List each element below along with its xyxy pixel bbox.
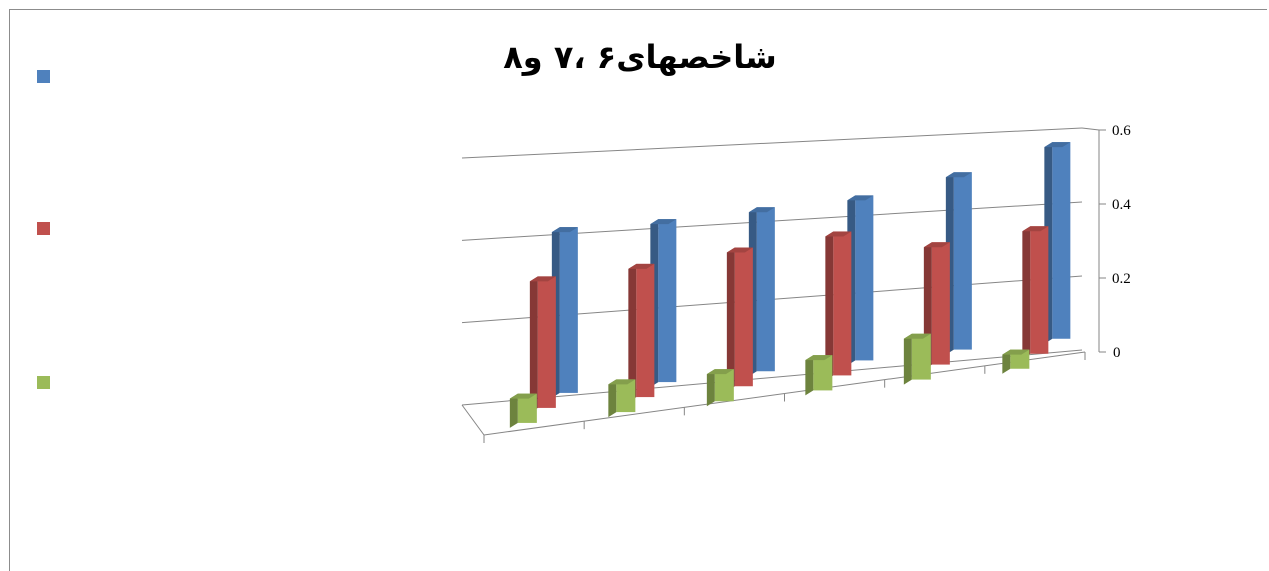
- bar: [608, 379, 636, 418]
- bar-face: [517, 393, 537, 423]
- bar: [805, 355, 833, 396]
- y-axis-ticks: 0 0.2 0.4 0.6: [1099, 123, 1131, 361]
- bar-top: [1044, 142, 1071, 148]
- bar-side: [805, 355, 814, 396]
- bar-top: [628, 263, 655, 269]
- bar-side: [726, 247, 735, 392]
- bar-face: [734, 247, 753, 387]
- legend-swatch-series-1: [37, 70, 50, 83]
- bar-side: [628, 263, 637, 403]
- bar-top: [1022, 226, 1049, 232]
- legend-swatch-series-2: [37, 222, 50, 235]
- chart-title: شاخصهای۶ ،۷ و۸: [503, 38, 777, 76]
- bar-side: [509, 393, 518, 428]
- gridline: [461, 349, 1083, 406]
- gridline: [461, 127, 1083, 159]
- bar: [628, 263, 655, 403]
- bar-top: [608, 379, 636, 385]
- bar-face: [931, 242, 950, 365]
- bar-top: [903, 333, 931, 339]
- bar-face: [813, 355, 833, 391]
- bar-top: [1002, 349, 1030, 355]
- bar-face: [559, 227, 578, 393]
- bar: [529, 276, 556, 413]
- bar-face: [756, 207, 775, 372]
- bar-face: [714, 369, 734, 402]
- bar-top: [825, 231, 852, 237]
- bar-side: [529, 276, 538, 413]
- bar-side: [706, 369, 715, 407]
- bar: [903, 333, 931, 385]
- bar-face: [1030, 226, 1049, 354]
- legend-swatch-series-3: [37, 376, 50, 389]
- bar-top: [923, 242, 950, 248]
- chart-frame: [9, 9, 1267, 571]
- bar-top: [650, 219, 677, 225]
- y-tick-label: 0.2: [1112, 271, 1131, 287]
- bar-face: [658, 219, 677, 383]
- wall-edge-top: [1081, 127, 1100, 131]
- bar-top: [706, 369, 734, 375]
- bar-face: [953, 172, 972, 350]
- bar-top: [509, 393, 537, 399]
- y-tick-label: 0.6: [1112, 123, 1131, 139]
- bar-face: [616, 379, 636, 413]
- bar: [1022, 226, 1049, 359]
- bar-side: [608, 379, 617, 418]
- bar-face: [833, 231, 852, 376]
- floor-edge-left: [461, 404, 485, 436]
- bar: [1002, 349, 1030, 374]
- bar-face: [911, 333, 931, 380]
- bar-top: [805, 355, 833, 361]
- bar: [726, 247, 753, 392]
- y-tick-label: 0.4: [1112, 197, 1131, 213]
- y-tick-label: 0: [1113, 345, 1121, 361]
- bar: [509, 393, 537, 428]
- bar-face: [1052, 142, 1071, 339]
- bar-side: [1022, 226, 1031, 359]
- bar-top: [529, 276, 556, 282]
- bar-side: [903, 333, 912, 385]
- bar-top: [945, 172, 972, 178]
- bar-top: [748, 207, 775, 213]
- bar-top: [551, 227, 578, 233]
- bar-top: [726, 247, 753, 253]
- bar-side: [825, 231, 834, 381]
- bar-face: [636, 263, 655, 398]
- bar: [706, 369, 734, 407]
- bar-top: [847, 195, 874, 201]
- bar: [825, 231, 852, 381]
- bar-side: [1002, 349, 1011, 374]
- bar-face: [855, 195, 874, 361]
- bars: [509, 142, 1071, 428]
- bar-face: [537, 276, 556, 408]
